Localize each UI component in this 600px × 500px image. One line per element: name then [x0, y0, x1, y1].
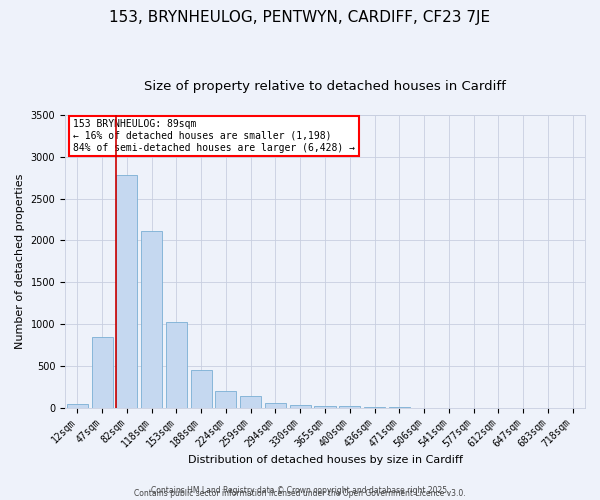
X-axis label: Distribution of detached houses by size in Cardiff: Distribution of detached houses by size … [188, 455, 463, 465]
Bar [67, 404, 88, 407]
Title: Size of property relative to detached houses in Cardiff: Size of property relative to detached ho… [144, 80, 506, 93]
Y-axis label: Number of detached properties: Number of detached properties [15, 174, 25, 349]
Bar [191, 370, 212, 408]
Bar [166, 322, 187, 408]
Bar [240, 396, 261, 407]
Bar [141, 232, 162, 408]
Text: Contains public sector information licensed under the Open Government Licence v3: Contains public sector information licen… [134, 488, 466, 498]
Text: 153 BRYNHEULOG: 89sqm
← 16% of detached houses are smaller (1,198)
84% of semi-d: 153 BRYNHEULOG: 89sqm ← 16% of detached … [73, 120, 355, 152]
Text: 153, BRYNHEULOG, PENTWYN, CARDIFF, CF23 7JE: 153, BRYNHEULOG, PENTWYN, CARDIFF, CF23 … [109, 10, 491, 25]
Bar [339, 406, 360, 407]
Bar [215, 391, 236, 407]
Bar [92, 336, 113, 407]
Bar [314, 406, 335, 408]
Bar [116, 175, 137, 408]
Bar [265, 403, 286, 407]
Text: Contains HM Land Registry data © Crown copyright and database right 2025.: Contains HM Land Registry data © Crown c… [151, 486, 449, 495]
Bar [290, 405, 311, 407]
